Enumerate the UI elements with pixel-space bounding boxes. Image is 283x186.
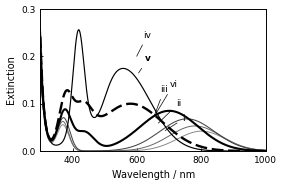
Text: vi: vi [156,80,177,113]
Text: ii: ii [158,99,181,123]
Text: i: i [165,114,185,131]
Text: v: v [139,54,151,73]
X-axis label: Wavelength / nm: Wavelength / nm [112,170,195,180]
Text: iii: iii [154,85,168,116]
Text: iv: iv [137,31,151,56]
Y-axis label: Extinction: Extinction [6,56,16,105]
